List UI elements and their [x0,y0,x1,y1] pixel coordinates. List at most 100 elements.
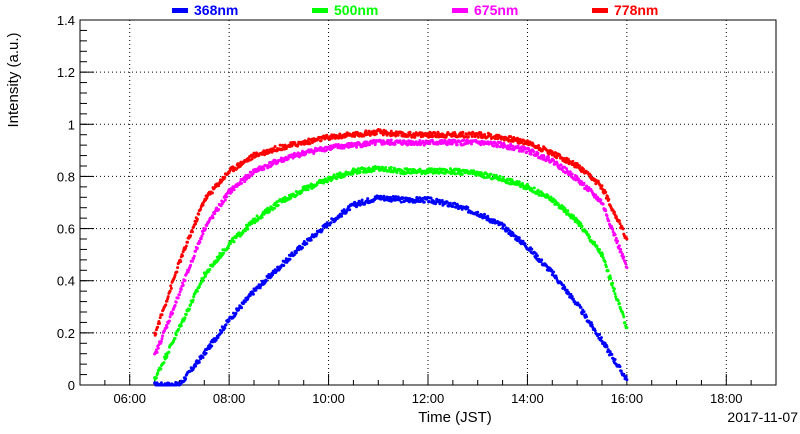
data-point [393,142,397,146]
data-point [192,257,196,260]
data-point [216,336,220,340]
data-point [566,157,570,161]
data-point [461,130,465,134]
x-tick-label: 10:00 [312,391,345,406]
data-point [181,250,185,254]
data-point [355,145,358,149]
data-point [199,207,203,211]
data-point [532,186,536,190]
data-point [173,304,177,307]
x-tick-label: 14:00 [511,391,544,406]
data-point [158,316,162,320]
legend-swatch-368nm [172,8,188,13]
data-point [462,138,466,142]
data-point [179,287,183,291]
data-point [181,281,184,285]
legend-swatch-500nm [312,8,328,13]
data-point [243,229,247,233]
data-point [288,257,292,261]
y-tick-label: 1.4 [57,13,75,28]
y-tick-label: 0.8 [57,169,75,184]
data-point [599,198,603,202]
data-point [173,336,177,340]
data-point [194,249,198,253]
data-point [251,292,255,296]
data-point [389,138,393,142]
data-point [604,190,608,194]
y-tick-label: 1 [68,117,75,132]
data-point [189,263,193,267]
data-point [191,259,194,263]
data-point [476,210,480,214]
data-point [220,330,224,334]
data-point [245,177,248,181]
y-tick-label: 0.2 [57,326,75,341]
data-point [273,206,276,210]
data-point [619,369,623,373]
legend-label-368nm: 368nm [194,2,238,18]
data-point [165,299,169,303]
data-point [585,315,588,319]
data-point [335,177,339,181]
data-point [198,240,202,244]
data-point [625,378,629,382]
data-point [440,199,444,202]
data-point [581,167,585,171]
data-point [465,132,468,136]
data-point [399,200,403,204]
data-point [396,133,400,137]
legend-swatch-675nm [452,8,468,13]
data-point [521,239,525,243]
data-point [604,265,608,269]
legend-swatch-778nm [592,8,608,13]
data-point [156,325,160,329]
data-point [186,240,189,244]
data-point [616,239,619,243]
data-point [315,232,319,236]
data-point [280,148,284,152]
data-point [159,367,163,371]
data-point [566,170,570,174]
data-point [621,252,624,256]
data-point [614,215,618,219]
data-point [582,310,586,314]
data-point [232,188,236,192]
data-point [445,143,449,147]
legend-label-675nm: 675nm [474,2,518,18]
data-point [250,157,254,161]
data-point [348,208,352,212]
data-point [545,149,549,152]
data-point [389,129,393,133]
data-point [306,188,310,192]
data-point [337,136,340,140]
data-point [197,212,201,216]
data-point [580,180,583,184]
data-point [455,143,459,147]
data-point [232,240,236,244]
data-point [601,253,605,257]
data-point [401,196,405,200]
data-point [593,329,597,333]
x-axis-title: Time (JST) [418,409,492,426]
data-point [175,270,179,274]
data-point [361,144,365,148]
data-point [496,137,500,141]
data-point [283,195,287,199]
data-point [189,234,193,238]
data-point [511,232,515,235]
data-point [525,150,529,154]
data-point [194,222,198,226]
data-point [608,274,612,278]
data-point [605,345,609,349]
data-point [537,144,541,148]
data-point [532,150,536,154]
data-point [595,244,599,248]
data-point [613,292,617,296]
data-point [519,239,523,243]
data-point [617,302,621,305]
data-point [292,253,296,257]
y-axis-title: Intensity (a.u.) [5,32,22,127]
series-layer [153,128,629,387]
data-point [208,268,212,271]
data-point [227,244,230,248]
